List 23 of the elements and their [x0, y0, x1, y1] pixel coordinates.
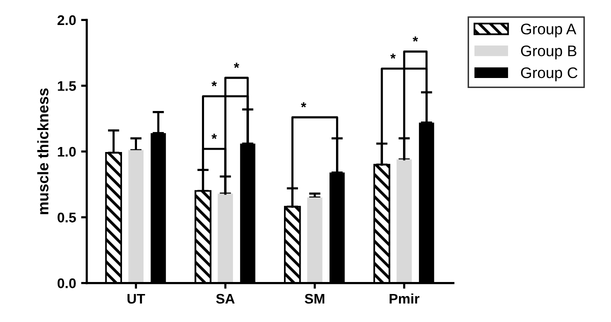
annotation: *: [412, 36, 418, 42]
bar: [307, 198, 322, 284]
y-tick-label: 1.0: [58, 146, 76, 157]
annotation: *: [212, 81, 217, 86]
bar: [396, 159, 412, 284]
annotation: *: [212, 134, 217, 139]
x-tick-label: UT: [128, 294, 146, 304]
annotation: *: [300, 102, 306, 108]
bar: [218, 194, 233, 284]
legend-label: Group C: [521, 67, 578, 82]
x-tick-label: SA: [216, 294, 235, 304]
bar: [128, 150, 144, 284]
x-tick-label: Pmir: [390, 293, 420, 304]
legend-label: Group B: [521, 45, 576, 60]
legend-label: Group A: [521, 24, 576, 38]
y-tick-label: 0.0: [58, 278, 76, 288]
x-tick-label: SM: [304, 294, 324, 304]
annotation: *: [390, 54, 396, 59]
y-axis-title: muscle thickness: [37, 88, 48, 214]
y-tick-label: 1.5: [58, 81, 76, 91]
annotation: *: [234, 62, 240, 68]
y-tick-label: 0.5: [58, 212, 76, 222]
y-tick-label: 2.0: [58, 15, 76, 26]
